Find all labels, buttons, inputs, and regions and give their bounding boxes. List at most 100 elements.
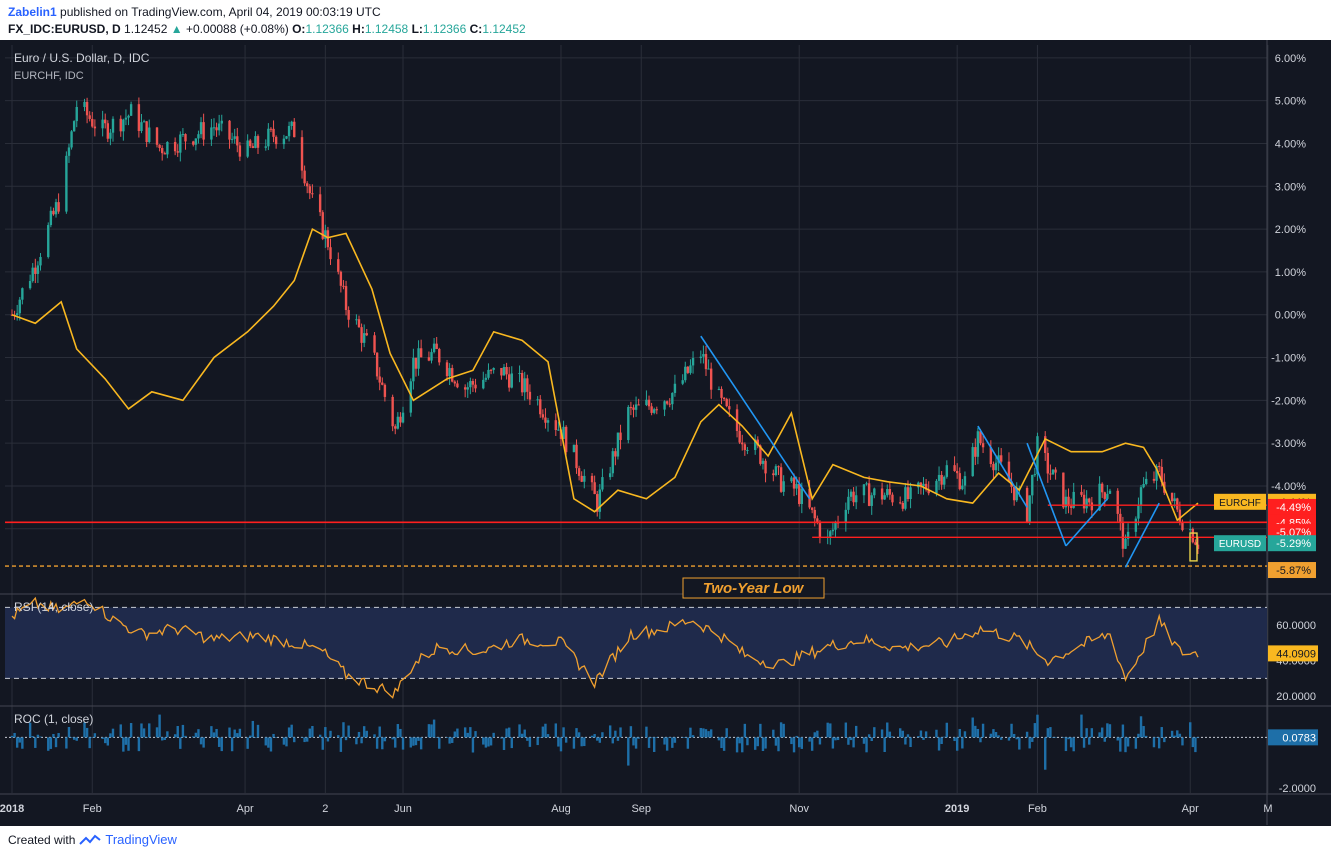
candle-body: [720, 388, 723, 398]
roc-bar: [160, 737, 164, 741]
price-label: -5.87%: [1276, 565, 1311, 577]
candle-body: [254, 136, 257, 148]
roc-bar: [554, 723, 557, 738]
roc-bar: [383, 737, 387, 742]
roc-bar: [886, 722, 889, 738]
candle-body: [1082, 494, 1086, 509]
roc-bar: [285, 737, 288, 747]
roc-bar: [637, 737, 640, 739]
roc-bar: [1178, 733, 1182, 738]
candle-body: [790, 477, 793, 482]
roc-bar: [1010, 723, 1013, 738]
roc-bar: [47, 737, 50, 751]
roc-bar: [471, 737, 475, 753]
candle-body: [179, 134, 182, 153]
roc-bar: [1196, 737, 1200, 739]
candle-body: [958, 473, 961, 490]
candle-body: [888, 489, 892, 495]
candle-body: [269, 128, 273, 130]
candle-body: [854, 495, 858, 503]
roc-bar: [583, 737, 586, 747]
x-tick-label: Apr: [236, 803, 253, 815]
roc-bar: [619, 727, 622, 738]
roc-bar: [1044, 737, 1047, 770]
roc-bar: [722, 737, 726, 751]
candle-body: [774, 466, 778, 476]
roc-bar: [800, 737, 804, 749]
x-tick-label: 2019: [945, 803, 969, 815]
roc-bar: [1155, 737, 1158, 738]
roc-bar: [1176, 730, 1179, 738]
roc-bar: [438, 737, 441, 749]
candle-body: [725, 399, 728, 407]
candle-body: [772, 473, 775, 476]
roc-bar: [246, 737, 249, 749]
candle-body: [691, 358, 695, 366]
roc-bar: [290, 724, 293, 738]
candle-body: [849, 491, 853, 497]
candle-body: [583, 475, 586, 482]
candle-body: [906, 487, 910, 499]
roc-last-bg: [1268, 729, 1318, 746]
candle-body: [324, 230, 327, 239]
trend-line: [1065, 498, 1108, 547]
candle-body: [264, 146, 267, 148]
candle-body: [230, 138, 234, 140]
roc-bar: [873, 727, 876, 738]
roc-bar: [1142, 726, 1145, 738]
roc-bar: [88, 737, 91, 749]
candle-body: [831, 529, 835, 532]
roc-bar: [738, 737, 741, 744]
candle-body: [124, 117, 128, 120]
roc-bar: [616, 737, 620, 741]
candle-body: [844, 509, 848, 523]
candle-body: [505, 367, 508, 375]
roc-bar: [57, 733, 60, 738]
candle-body: [1064, 496, 1068, 508]
roc-bar: [293, 737, 296, 743]
roc-bar: [303, 737, 306, 743]
candle-body: [753, 439, 757, 450]
roc-bar: [655, 737, 658, 738]
footer: Created with TradingView: [8, 832, 177, 847]
price-change: +0.00088 (+0.08%): [186, 22, 289, 36]
roc-bar: [611, 737, 614, 744]
y-tick-label: 4.00%: [1275, 138, 1306, 150]
candle-body: [518, 373, 521, 375]
candle-body: [702, 354, 705, 357]
roc-bar: [507, 727, 511, 738]
rsi-line: [11, 596, 1199, 699]
roc-bar: [72, 737, 76, 740]
series-tag: EURCHF: [1219, 498, 1261, 509]
candle-body: [67, 147, 71, 156]
author-link[interactable]: Zabelin1: [8, 5, 57, 19]
candle-body: [619, 432, 622, 441]
roc-bar: [326, 737, 330, 742]
candle-body: [36, 265, 40, 274]
roc-bar: [963, 731, 967, 738]
rsi-tick-label: 20.0000: [1276, 691, 1316, 703]
rsi-last-label: 44.0909: [1276, 648, 1316, 660]
roc-bar: [339, 737, 343, 752]
roc-bar: [1152, 737, 1156, 748]
series-tag-bg: [1214, 535, 1266, 552]
roc-bar: [1072, 737, 1075, 752]
candle-body: [360, 327, 363, 343]
roc-bar: [179, 737, 182, 749]
low-label: L:: [411, 22, 423, 36]
candle-body: [834, 522, 837, 530]
candle-body: [1152, 478, 1156, 481]
roc-bar: [779, 722, 783, 738]
candle-body: [181, 134, 185, 136]
candle-body: [852, 491, 855, 503]
roc-bar: [753, 737, 757, 750]
chart-canvas[interactable]: 6.00% 5.00% 4.00% 3.00% 2.00% 1.00% 0.00% -1.00…: [0, 40, 1331, 826]
candle-body: [54, 202, 58, 215]
roc-bar: [831, 737, 835, 749]
candle-body: [285, 136, 288, 139]
tradingview-link[interactable]: TradingView: [105, 832, 177, 847]
candle-body: [31, 267, 34, 281]
roc-bar: [813, 732, 816, 738]
candle-body: [184, 134, 187, 142]
candle-body: [743, 444, 747, 451]
